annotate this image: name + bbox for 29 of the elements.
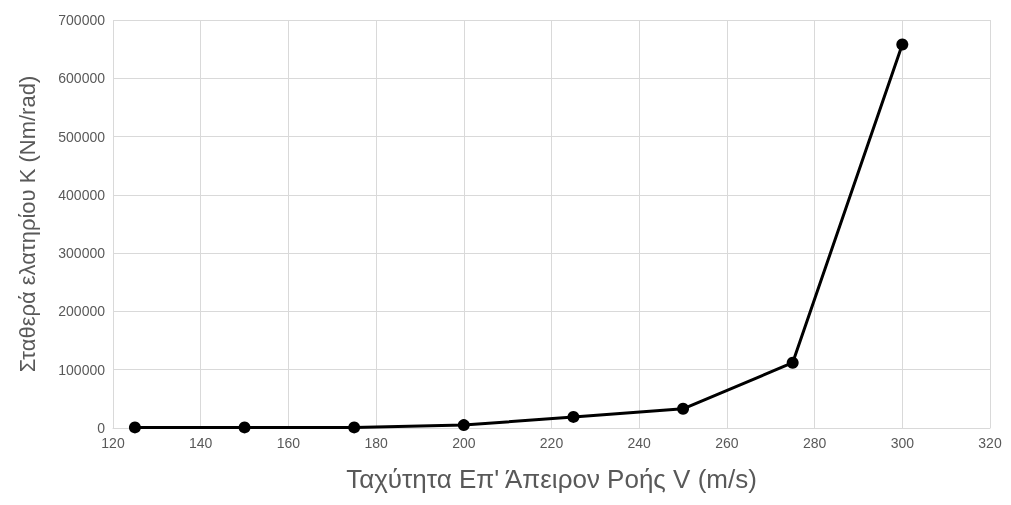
y-tick-label: 300000 <box>58 245 106 262</box>
y-axis-title: Σταθερά ελατηρίου K (Nm/rad) <box>14 75 40 373</box>
y-tick-label: 500000 <box>58 128 106 145</box>
x-tick-label: 320 <box>978 435 1002 451</box>
x-tick-label: 120 <box>101 435 125 451</box>
x-tick-label: 160 <box>276 435 301 451</box>
x-axis-title: Ταχύτητα Επ' Άπειρον Ροής V (m/s) <box>346 464 757 494</box>
point <box>457 419 470 432</box>
point <box>348 421 361 434</box>
x-tick-label: 200 <box>452 435 476 451</box>
x-tick-label: 180 <box>364 435 388 451</box>
x-tick-label: 240 <box>627 435 652 451</box>
y-tick-label: 200000 <box>58 303 106 320</box>
x-tick-label: 280 <box>802 435 827 451</box>
y-tick-label: 100000 <box>58 361 106 378</box>
y-tick-label: 400000 <box>58 186 106 203</box>
x-tick-label: 220 <box>539 435 564 451</box>
point <box>238 421 251 434</box>
point <box>677 402 690 415</box>
point <box>567 410 580 423</box>
point <box>786 356 799 369</box>
x-tick-label: 140 <box>189 435 213 451</box>
x-tick-label: 300 <box>890 435 915 451</box>
point <box>896 38 909 51</box>
x-tick-label: 260 <box>715 435 739 451</box>
point <box>128 421 141 434</box>
y-tick-label: 0 <box>97 420 106 436</box>
y-tick-label: 600000 <box>58 70 106 87</box>
y-tick-label: 700000 <box>58 12 106 28</box>
